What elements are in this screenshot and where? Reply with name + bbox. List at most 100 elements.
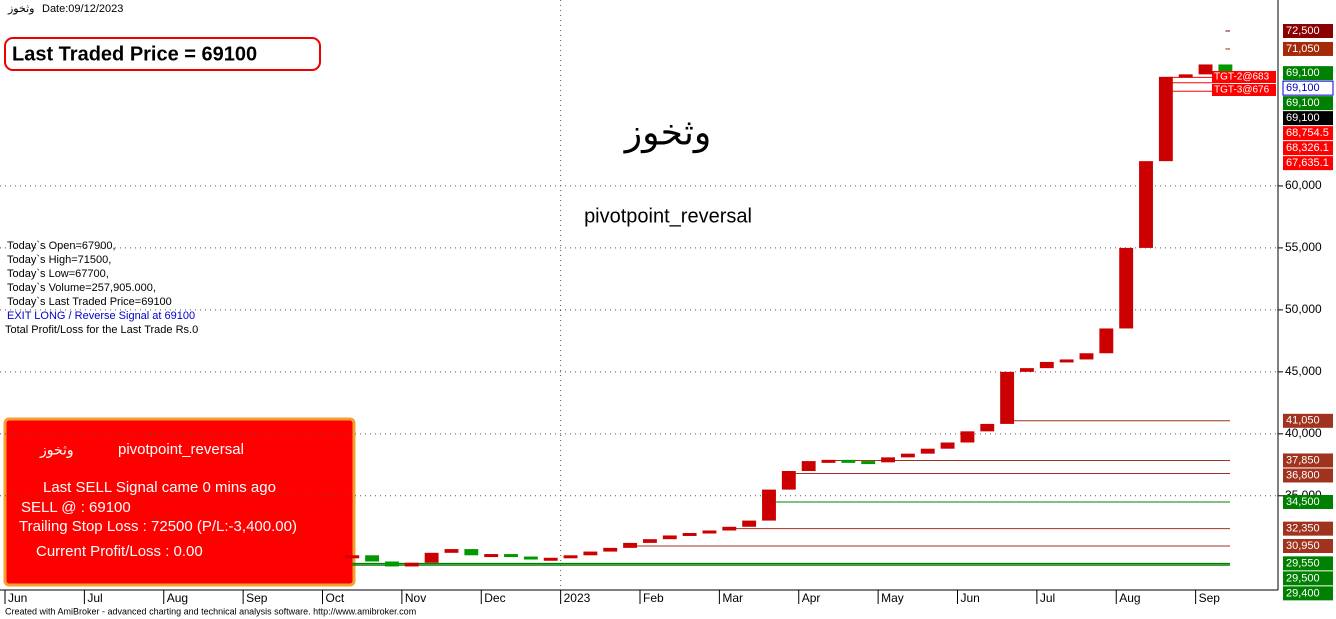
candle <box>801 461 816 472</box>
box-symbol: وثخوز <box>39 442 74 459</box>
candle <box>424 552 439 563</box>
candle <box>504 554 518 558</box>
level-tag <box>1283 111 1333 126</box>
candle <box>1119 247 1134 329</box>
candle <box>464 549 479 556</box>
candle <box>1000 371 1015 424</box>
level-tag <box>1283 23 1333 38</box>
signal-box <box>3 417 356 587</box>
level-tag <box>1283 156 1333 171</box>
candle <box>523 556 538 560</box>
info-line: Today`s Last Traded Price=69100 <box>7 296 172 308</box>
level-tag <box>1283 521 1333 536</box>
level-tag-label: 29,500 <box>1286 572 1320 584</box>
target-tag <box>1212 84 1276 96</box>
level-tag <box>1282 80 1334 96</box>
candle <box>484 554 499 558</box>
x-tick-label: Sep <box>246 591 268 605</box>
info: Today`s Open=67900, Today`s High=71500, To… <box>5 240 198 336</box>
level-tag <box>1283 413 1333 428</box>
level-tag-label: 69,100 <box>1286 67 1320 79</box>
candle <box>1158 76 1173 162</box>
date: Date:09/12/2023 <box>42 3 123 15</box>
level-tag-label: 72,500 <box>1286 25 1320 37</box>
candle <box>385 561 399 567</box>
level-tag <box>1283 141 1333 156</box>
box-system: pivotpoint_reversal <box>118 441 244 458</box>
candle <box>1178 74 1193 78</box>
level-tag <box>1283 126 1333 141</box>
x-tick-label: Aug <box>167 591 188 605</box>
y-tick-label: 55,000 <box>1285 240 1322 254</box>
level-tag-label: 30,950 <box>1286 540 1320 552</box>
box-line: Trailing Stop Loss : 72500 (P/L:-3,400.0… <box>19 518 297 535</box>
candle <box>960 431 975 443</box>
level-tag-label: 68,326.1 <box>1286 142 1329 154</box>
box-line: Last SELL Signal came 0 mins ago <box>43 479 276 496</box>
info-line: Today`s Volume=257,905.000, <box>7 282 156 294</box>
system-name: pivotpoint_reversal <box>584 205 752 227</box>
candle <box>742 520 757 527</box>
target-tag <box>1212 71 1276 83</box>
candle <box>920 448 935 454</box>
box-lines: Last SELL Signal came 0 mins ago SELL @ :… <box>19 479 297 560</box>
symbol: وثخوز <box>7 3 34 15</box>
candle <box>563 555 578 559</box>
info-line: Today`s Low=67700, <box>7 268 109 280</box>
candle <box>762 489 776 521</box>
candle <box>623 542 638 548</box>
level-tag-label: 29,550 <box>1286 557 1320 569</box>
level-tag <box>1283 586 1333 601</box>
level-tag <box>1283 468 1333 483</box>
x-tick-label: Sep <box>1199 591 1221 605</box>
candle <box>1039 361 1054 369</box>
candle <box>365 555 380 562</box>
candle <box>1020 368 1034 372</box>
level-tag-label: 69,100 <box>1286 112 1320 124</box>
y-tick-label: 50,000 <box>1285 302 1322 316</box>
x-tick-label: 2023 <box>564 591 591 605</box>
candle <box>781 471 796 490</box>
candle <box>702 530 717 534</box>
pnl-line: Total Profit/Loss for the Last Trade Rs.… <box>5 324 198 336</box>
candle <box>404 562 419 567</box>
level-tag <box>1283 66 1333 81</box>
x-tick-label: Apr <box>802 591 821 605</box>
level-tag <box>1283 453 1333 468</box>
level-tag-label: 37,850 <box>1286 454 1320 466</box>
y-tick-label: 45,000 <box>1285 364 1322 378</box>
candle <box>861 461 876 465</box>
level-tag <box>1283 494 1333 509</box>
candle <box>900 453 915 458</box>
x-tick-label: Jul <box>87 591 102 605</box>
x-tick-label: Feb <box>643 591 664 605</box>
x-tick-label: Mar <box>722 591 743 605</box>
level-tag-label: 68,754.5 <box>1286 127 1329 139</box>
signal-line: EXIT LONG / Reverse Signal at 69100 <box>7 310 195 322</box>
candle <box>821 459 836 463</box>
candle <box>1079 353 1094 360</box>
candle <box>1198 64 1213 75</box>
candle <box>722 526 737 531</box>
level-tag <box>1283 556 1333 571</box>
x-tick-label: Aug <box>1119 591 1140 605</box>
level-tag <box>1283 538 1333 553</box>
candle <box>543 557 558 561</box>
info-line: Today`s Open=67900, <box>7 240 116 252</box>
candle <box>662 535 677 540</box>
target-label: TGT-2@683 <box>1214 72 1270 83</box>
y-tick-label: 40,000 <box>1285 426 1322 440</box>
level-tag-label: 71,050 <box>1286 43 1320 55</box>
candle <box>1059 359 1074 363</box>
level-tag-label: 34,500 <box>1286 496 1320 508</box>
level-tag <box>1283 96 1333 111</box>
y-tick-label: 60,000 <box>1285 178 1322 192</box>
ltp: Last Traded Price = 69100 <box>12 43 257 65</box>
box-line: SELL @ : 69100 <box>21 499 131 516</box>
candle <box>444 549 459 553</box>
x-tick-label: Jul <box>1040 591 1055 605</box>
level-tag <box>1283 571 1333 586</box>
box-line: Current Profit/Loss : 0.00 <box>36 543 203 560</box>
level-tag-label: 41,050 <box>1286 415 1320 427</box>
